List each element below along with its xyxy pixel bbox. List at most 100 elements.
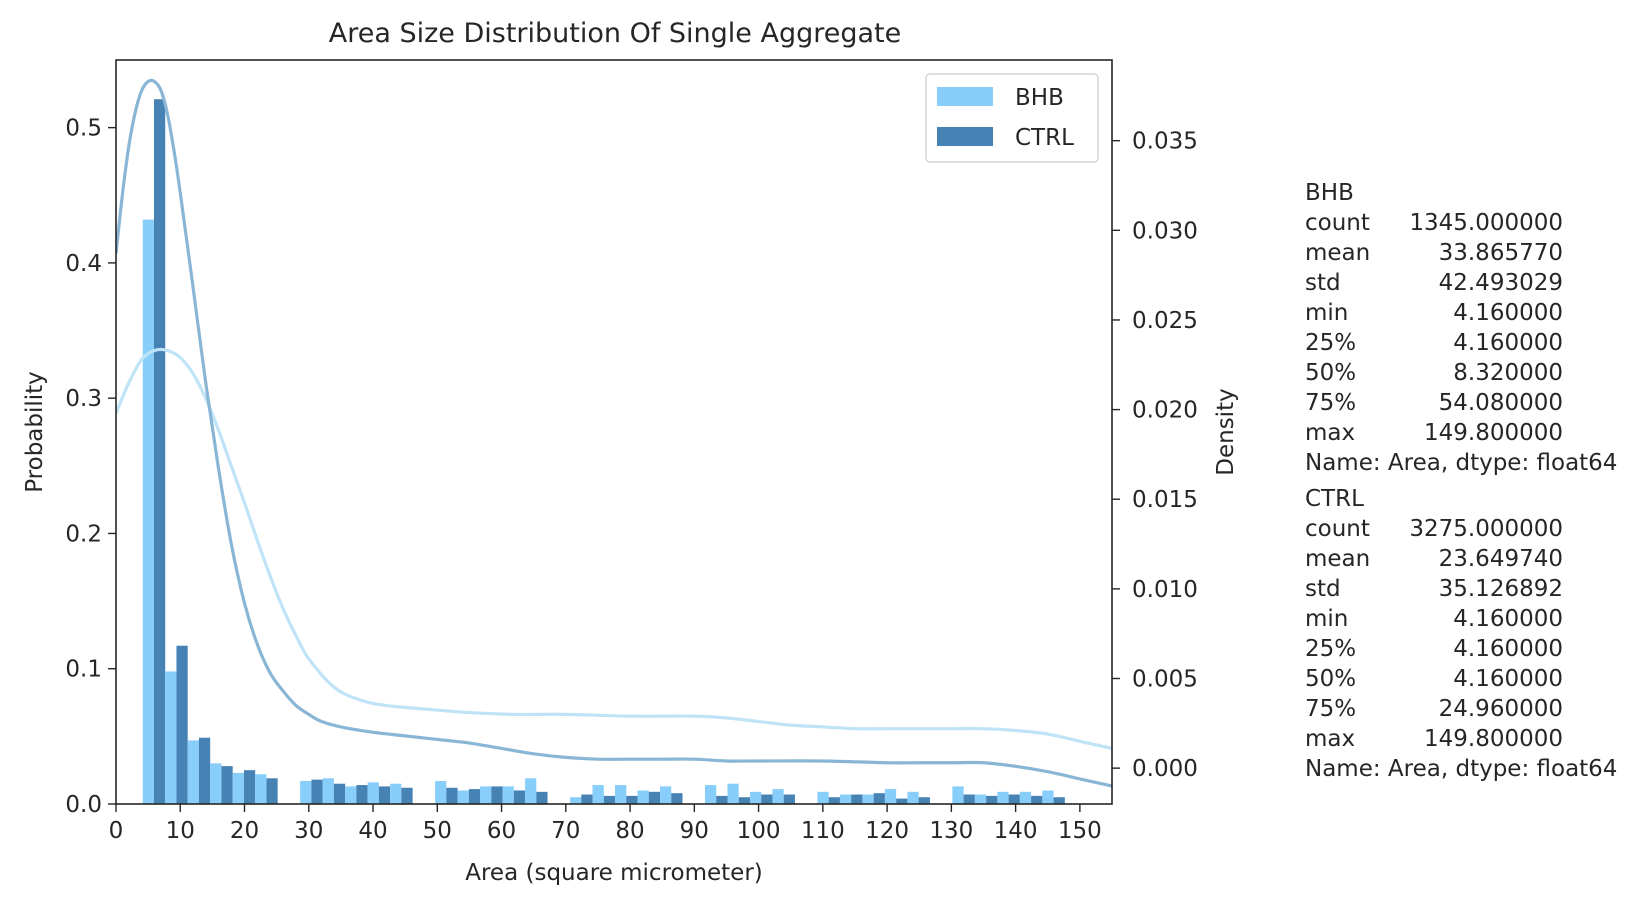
y2-tick-label-5: 0.025 [1132,308,1198,334]
stat-value: 4.160000 [1453,606,1563,632]
bar-bhb-25 [817,791,829,804]
bar-bhb-5 [255,774,267,804]
y2-tick-label-6: 0.030 [1132,218,1198,244]
bar-ctrl-27 [873,793,885,804]
stat-value: 24.960000 [1438,696,1563,722]
bar-ctrl-32 [1008,794,1020,804]
stat-key: max [1305,726,1356,752]
stats-footer-bhb: Name: Area, dtype: float64 [1305,450,1618,476]
stats-row-bhb-5: 50% 8.320000 [1305,358,1617,388]
y2-tick-label-2: 0.010 [1132,577,1198,603]
bar-ctrl-25 [828,797,840,804]
stat-value: 1345.000000 [1409,210,1563,236]
stat-value: 35.126892 [1438,576,1563,602]
stats-block-ctrl: CTRL count 3275.000000 mean 23.649740 std 35.1… [1305,484,1617,784]
y2-tick-label-4: 0.020 [1132,398,1198,424]
bars-layer [142,99,1065,805]
bar-bhb-30 [952,786,964,804]
legend-label-bhb: BHB [1015,85,1064,111]
x-tick-label-12: 120 [865,818,909,844]
bar-bhb-24 [772,789,784,804]
bar-ctrl-9 [378,786,391,804]
stat-key: 50% [1305,666,1357,692]
x-tick-label-5: 50 [423,818,452,844]
chart-title: Area Size Distribution Of Single Aggrega… [329,18,902,49]
y-ticks: 0.0 0.1 0.2 0.3 0.4 0.5 [65,116,116,818]
y-tick-label-1: 0.1 [65,657,102,683]
bar-bhb-2 [187,740,199,804]
bar-ctrl-0 [153,99,166,805]
y2-tick-label-1: 0.005 [1132,667,1198,693]
bar-bhb-27 [862,794,874,804]
bar-ctrl-24 [783,794,795,804]
x-tick-label-10: 100 [737,818,781,844]
legend-swatch-ctrl [937,127,993,146]
x-tick-label-2: 20 [230,818,259,844]
stat-value: 4.160000 [1453,636,1563,662]
bar-bhb-21 [704,785,717,804]
stat-key: mean [1305,240,1371,266]
stat-value: 33.865770 [1438,240,1563,266]
bar-bhb-1 [165,671,177,804]
x-tick-label-7: 70 [551,818,580,844]
stats-title-ctrl: CTRL [1305,486,1364,512]
stat-key: min [1305,300,1349,326]
density-curve-bhb [116,347,1112,750]
density-curve-ctrl [116,78,1112,788]
legend-label-ctrl: CTRL [1015,125,1074,151]
y-tick-label-3: 0.3 [65,386,102,412]
stat-value: 4.160000 [1453,300,1563,326]
x-tick-label-3: 30 [294,818,323,844]
bar-bhb-17 [592,785,604,804]
x-axis-label: Area (square micrometer) [465,860,763,886]
bar-bhb-13 [480,786,492,804]
bar-bhb-23 [749,791,762,804]
stats-row-ctrl-4: 25% 4.160000 [1305,634,1617,664]
stats-row-bhb-1: mean 33.865770 [1305,238,1617,268]
bar-ctrl-6 [311,779,323,804]
bar-bhb-18 [615,785,627,804]
stat-value: 4.160000 [1453,666,1563,692]
stats-row-bhb-3: min 4.160000 [1305,298,1617,328]
stat-value: 54.080000 [1438,390,1563,416]
stats-footer-ctrl: Name: Area, dtype: float64 [1305,756,1618,782]
bar-bhb-4 [232,772,244,804]
x-tick-label-15: 150 [1058,818,1102,844]
bar-ctrl-13 [491,786,503,804]
bar-bhb-16 [570,797,582,804]
x-ticks: 0 10 20 30 40 50 60 70 80 90 100 110 120 130 140 150 [109,804,1102,844]
bar-bhb-12 [457,790,469,804]
plot-frame [115,59,1113,805]
legend: BHB CTRL [925,73,1099,163]
x-tick-label-8: 80 [615,818,644,844]
stat-value: 3275.000000 [1409,516,1563,542]
x-tick-label-14: 140 [994,818,1038,844]
y2-axis-label: Density [1213,388,1239,475]
bar-bhb-15 [525,778,537,804]
bar-bhb-20 [660,786,672,804]
y-tick-label-0: 0.0 [65,792,102,818]
stat-key: 75% [1305,390,1357,416]
stats-row-bhb-2: std 42.493029 [1305,268,1617,298]
stats-block-bhb: BHB count 1345.000000 mean 33.865770 std 42.49… [1305,178,1617,478]
bar-bhb-34 [1042,790,1054,804]
y-tick-label-4: 0.4 [65,251,102,277]
stat-value: 42.493029 [1438,270,1563,296]
x-tick-label-11: 110 [801,818,845,844]
stats-row-bhb-4: 25% 4.160000 [1305,328,1617,358]
bar-ctrl-30 [963,794,975,804]
bar-bhb-8 [345,786,357,804]
bar-bhb-31 [974,794,987,804]
bar-ctrl-26 [851,794,863,804]
x-tick-label-6: 60 [487,818,516,844]
bar-ctrl-4 [243,770,256,804]
stat-value: 149.800000 [1423,726,1563,752]
y2-tick-label-7: 0.035 [1132,129,1198,155]
stats-row-bhb-6: 75% 54.080000 [1305,388,1617,418]
bar-ctrl-19 [648,791,661,804]
density-layer [116,78,1112,788]
bar-bhb-11 [435,781,447,804]
bar-bhb-9 [367,782,379,804]
bar-bhb-7 [322,778,334,804]
stat-key: count [1305,210,1370,236]
